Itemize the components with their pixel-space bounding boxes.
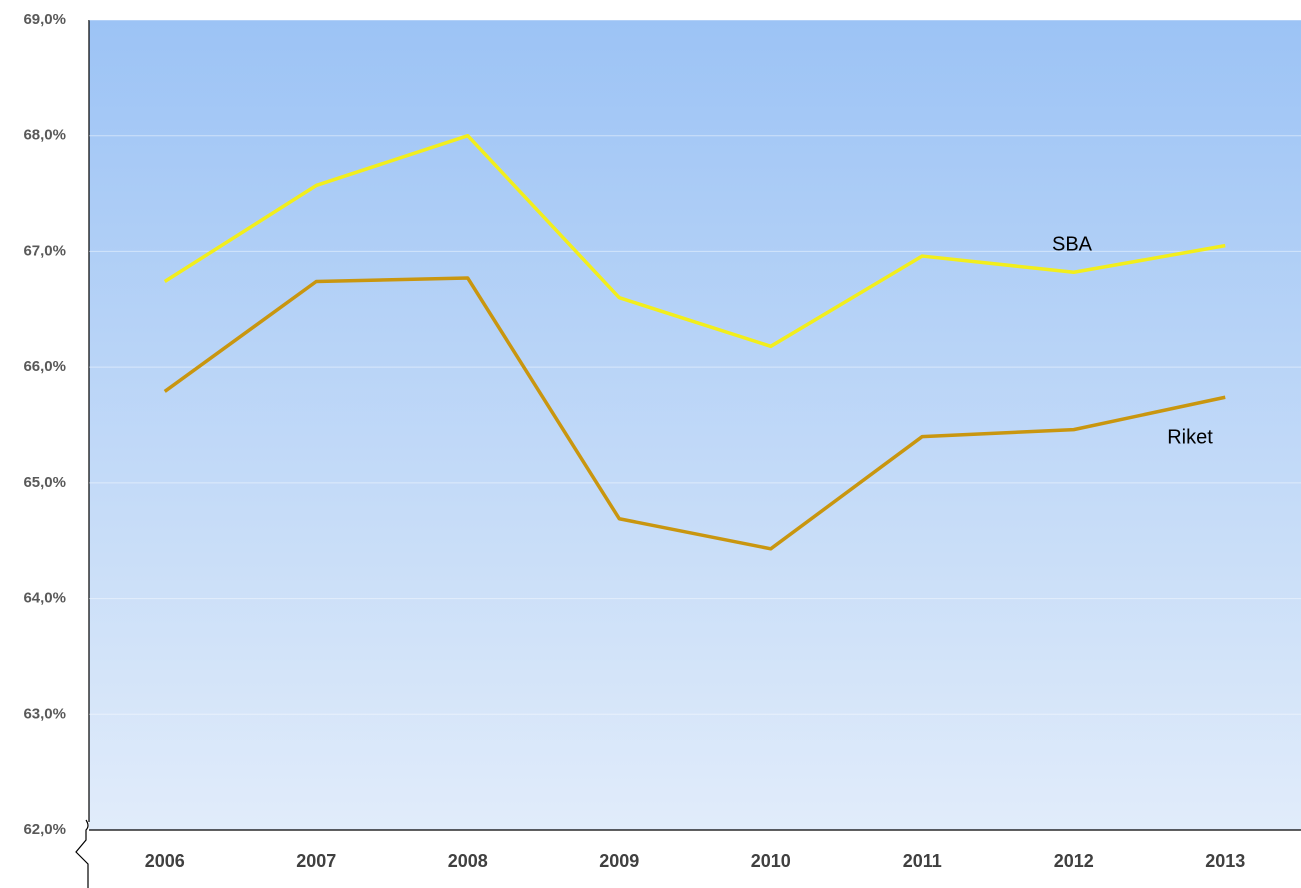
series-line	[163, 133, 1226, 349]
x-tick-label: 2009	[599, 851, 639, 871]
x-tick-label: 2008	[448, 851, 488, 871]
y-tick-label: 68,0%	[23, 127, 66, 144]
y-tick-label: 65,0%	[23, 474, 66, 491]
y-tick-label: 67,0%	[23, 242, 66, 259]
y-tick-label: 63,0%	[23, 705, 66, 722]
series-line	[163, 276, 1226, 551]
x-tick-label: 2007	[296, 851, 336, 871]
axis-line	[88, 20, 1301, 831]
x-tick-label: 2010	[751, 851, 791, 871]
y-tick-label: 66,0%	[23, 358, 66, 375]
axis-break	[75, 819, 89, 888]
x-tick-label: 2013	[1205, 851, 1245, 871]
y-tick-label: 62,0%	[23, 821, 66, 838]
x-tick-label: 2012	[1054, 851, 1094, 871]
series-label: SBA	[1052, 233, 1093, 255]
series-label: Riket	[1167, 426, 1213, 448]
x-tick-label: 2011	[903, 851, 942, 871]
y-tick-label: 69,0%	[23, 11, 66, 28]
y-tick-label: 64,0%	[23, 590, 66, 607]
plot-area	[89, 20, 1301, 830]
x-tick-label: 2006	[145, 851, 185, 871]
